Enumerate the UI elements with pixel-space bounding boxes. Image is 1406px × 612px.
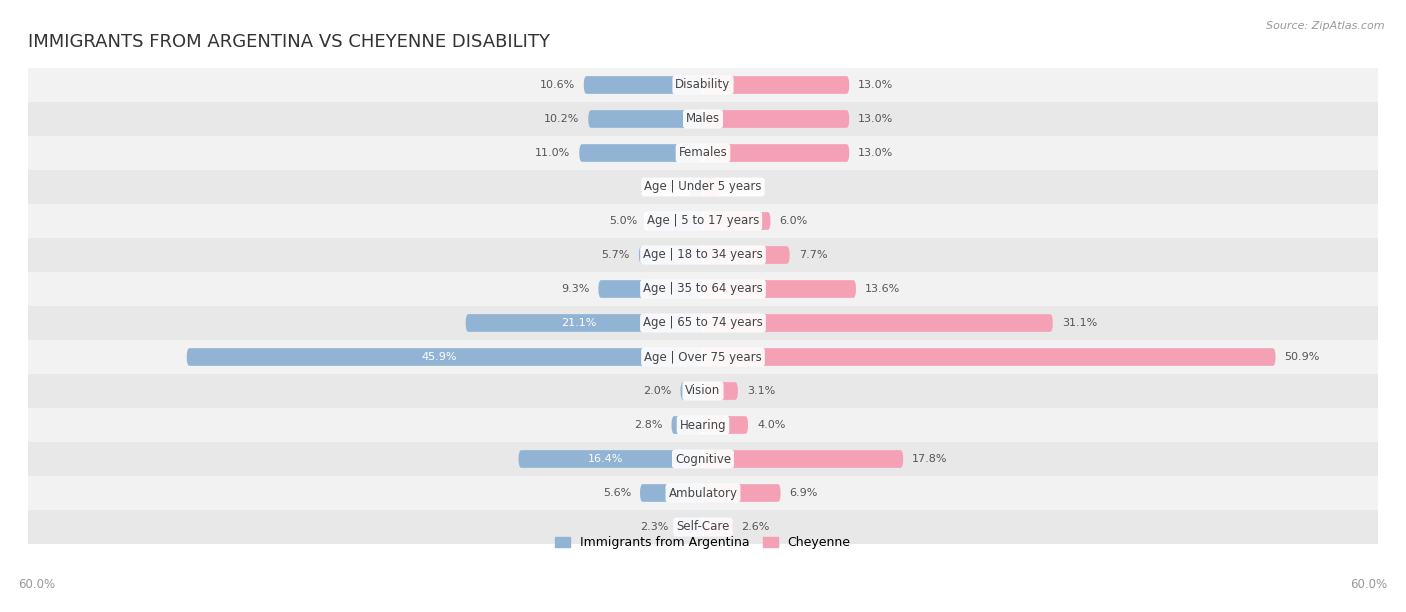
FancyBboxPatch shape	[703, 246, 790, 264]
FancyBboxPatch shape	[0, 476, 1406, 510]
Text: 5.7%: 5.7%	[602, 250, 630, 260]
FancyBboxPatch shape	[703, 416, 748, 434]
Text: 45.9%: 45.9%	[422, 352, 457, 362]
Text: 4.0%: 4.0%	[756, 420, 786, 430]
FancyBboxPatch shape	[703, 280, 856, 298]
FancyBboxPatch shape	[0, 238, 1406, 272]
FancyBboxPatch shape	[465, 314, 703, 332]
Text: 5.6%: 5.6%	[603, 488, 631, 498]
FancyBboxPatch shape	[0, 408, 1406, 442]
Text: 7.7%: 7.7%	[799, 250, 827, 260]
Text: Age | 35 to 64 years: Age | 35 to 64 years	[643, 283, 763, 296]
FancyBboxPatch shape	[703, 76, 849, 94]
FancyBboxPatch shape	[640, 484, 703, 502]
FancyBboxPatch shape	[0, 102, 1406, 136]
Text: 21.1%: 21.1%	[561, 318, 596, 328]
Text: IMMIGRANTS FROM ARGENTINA VS CHEYENNE DISABILITY: IMMIGRANTS FROM ARGENTINA VS CHEYENNE DI…	[28, 33, 550, 51]
Text: 17.8%: 17.8%	[912, 454, 948, 464]
FancyBboxPatch shape	[0, 306, 1406, 340]
FancyBboxPatch shape	[583, 76, 703, 94]
FancyBboxPatch shape	[519, 450, 703, 468]
Text: Self-Care: Self-Care	[676, 520, 730, 534]
Text: 10.2%: 10.2%	[544, 114, 579, 124]
Text: Age | Under 5 years: Age | Under 5 years	[644, 181, 762, 193]
Legend: Immigrants from Argentina, Cheyenne: Immigrants from Argentina, Cheyenne	[555, 537, 851, 550]
Text: 6.0%: 6.0%	[779, 216, 807, 226]
FancyBboxPatch shape	[599, 280, 703, 298]
FancyBboxPatch shape	[703, 212, 770, 230]
FancyBboxPatch shape	[681, 382, 703, 400]
Text: 3.1%: 3.1%	[747, 386, 775, 396]
FancyBboxPatch shape	[638, 246, 703, 264]
FancyBboxPatch shape	[703, 484, 780, 502]
Text: 10.6%: 10.6%	[540, 80, 575, 90]
FancyBboxPatch shape	[703, 144, 849, 162]
FancyBboxPatch shape	[703, 178, 720, 196]
FancyBboxPatch shape	[0, 170, 1406, 204]
Text: 50.9%: 50.9%	[1285, 352, 1320, 362]
FancyBboxPatch shape	[0, 68, 1406, 102]
Text: Females: Females	[679, 146, 727, 160]
FancyBboxPatch shape	[672, 416, 703, 434]
FancyBboxPatch shape	[703, 110, 849, 128]
Text: 13.6%: 13.6%	[865, 284, 900, 294]
Text: 60.0%: 60.0%	[1351, 578, 1388, 591]
Text: 13.0%: 13.0%	[858, 80, 893, 90]
Text: Age | Over 75 years: Age | Over 75 years	[644, 351, 762, 364]
FancyBboxPatch shape	[703, 518, 733, 536]
FancyBboxPatch shape	[678, 518, 703, 536]
Text: Age | 5 to 17 years: Age | 5 to 17 years	[647, 214, 759, 228]
Text: Age | 18 to 34 years: Age | 18 to 34 years	[643, 248, 763, 261]
FancyBboxPatch shape	[0, 374, 1406, 408]
Text: 13.0%: 13.0%	[858, 148, 893, 158]
Text: Source: ZipAtlas.com: Source: ZipAtlas.com	[1267, 21, 1385, 31]
FancyBboxPatch shape	[703, 382, 738, 400]
FancyBboxPatch shape	[0, 442, 1406, 476]
FancyBboxPatch shape	[0, 136, 1406, 170]
FancyBboxPatch shape	[588, 110, 703, 128]
FancyBboxPatch shape	[0, 510, 1406, 544]
Text: 11.0%: 11.0%	[536, 148, 571, 158]
Text: 1.2%: 1.2%	[652, 182, 681, 192]
Text: 16.4%: 16.4%	[588, 454, 623, 464]
FancyBboxPatch shape	[703, 348, 1275, 366]
FancyBboxPatch shape	[703, 450, 903, 468]
Text: 13.0%: 13.0%	[858, 114, 893, 124]
Text: 2.3%: 2.3%	[640, 522, 668, 532]
Text: 60.0%: 60.0%	[18, 578, 55, 591]
Text: 31.1%: 31.1%	[1062, 318, 1097, 328]
FancyBboxPatch shape	[703, 314, 1053, 332]
Text: 1.5%: 1.5%	[728, 182, 756, 192]
Text: Vision: Vision	[685, 384, 721, 398]
Text: Age | 65 to 74 years: Age | 65 to 74 years	[643, 316, 763, 329]
Text: 9.3%: 9.3%	[561, 284, 589, 294]
FancyBboxPatch shape	[0, 340, 1406, 374]
FancyBboxPatch shape	[689, 178, 703, 196]
FancyBboxPatch shape	[187, 348, 703, 366]
FancyBboxPatch shape	[647, 212, 703, 230]
Text: 2.8%: 2.8%	[634, 420, 662, 430]
Text: Ambulatory: Ambulatory	[668, 487, 738, 499]
Text: 2.6%: 2.6%	[741, 522, 769, 532]
Text: Cognitive: Cognitive	[675, 452, 731, 466]
FancyBboxPatch shape	[579, 144, 703, 162]
FancyBboxPatch shape	[0, 272, 1406, 306]
FancyBboxPatch shape	[0, 204, 1406, 238]
Text: 5.0%: 5.0%	[610, 216, 638, 226]
Text: 6.9%: 6.9%	[790, 488, 818, 498]
Text: Males: Males	[686, 113, 720, 125]
Text: Hearing: Hearing	[679, 419, 727, 431]
Text: Disability: Disability	[675, 78, 731, 92]
Text: 2.0%: 2.0%	[643, 386, 672, 396]
